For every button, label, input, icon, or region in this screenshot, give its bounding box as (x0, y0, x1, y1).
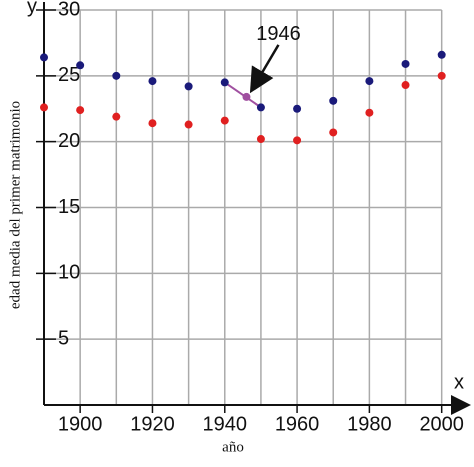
x-tick-label: 1900 (58, 413, 103, 435)
x-tick-label: 1920 (130, 413, 175, 435)
point (220, 116, 229, 125)
point (40, 53, 48, 62)
point (76, 61, 85, 70)
x-axis-title: año (222, 439, 244, 455)
annotation-label: 1946 (256, 23, 301, 45)
point (401, 59, 410, 68)
x-tick-label: 1940 (203, 413, 248, 435)
y-tick-label: 25 (58, 64, 80, 86)
point (365, 108, 374, 117)
point (437, 71, 446, 80)
x-axis-symbol: x (454, 371, 464, 393)
annotation-arrow (249, 44, 280, 94)
x-tick-label: 1980 (347, 413, 392, 435)
point (40, 103, 48, 112)
y-tick-label: 10 (58, 262, 80, 284)
point (184, 82, 193, 91)
point (184, 120, 193, 129)
x-tick-label: 2000 (419, 413, 464, 435)
point (365, 77, 374, 86)
point (256, 103, 265, 112)
point (293, 104, 302, 113)
point (76, 106, 85, 115)
point (329, 96, 338, 105)
highlight-segment (224, 81, 262, 109)
x-tick-label: 1960 (275, 413, 320, 435)
y-tick-label: 5 (58, 327, 69, 349)
point (401, 81, 410, 90)
point (293, 136, 302, 145)
point (220, 78, 229, 87)
y-axis-title: edad media del primer matrimonio (7, 101, 23, 309)
y-tick-label: 30 (58, 0, 80, 20)
point (256, 135, 265, 144)
point (148, 119, 157, 128)
point (112, 71, 121, 80)
point (437, 50, 446, 59)
point (148, 77, 157, 86)
point (112, 112, 121, 121)
y-tick-label: 15 (58, 196, 80, 218)
y-axis-symbol: y (27, 0, 37, 17)
point (329, 128, 338, 137)
y-tick-label: 20 (58, 130, 80, 152)
annotation-point (242, 92, 251, 101)
